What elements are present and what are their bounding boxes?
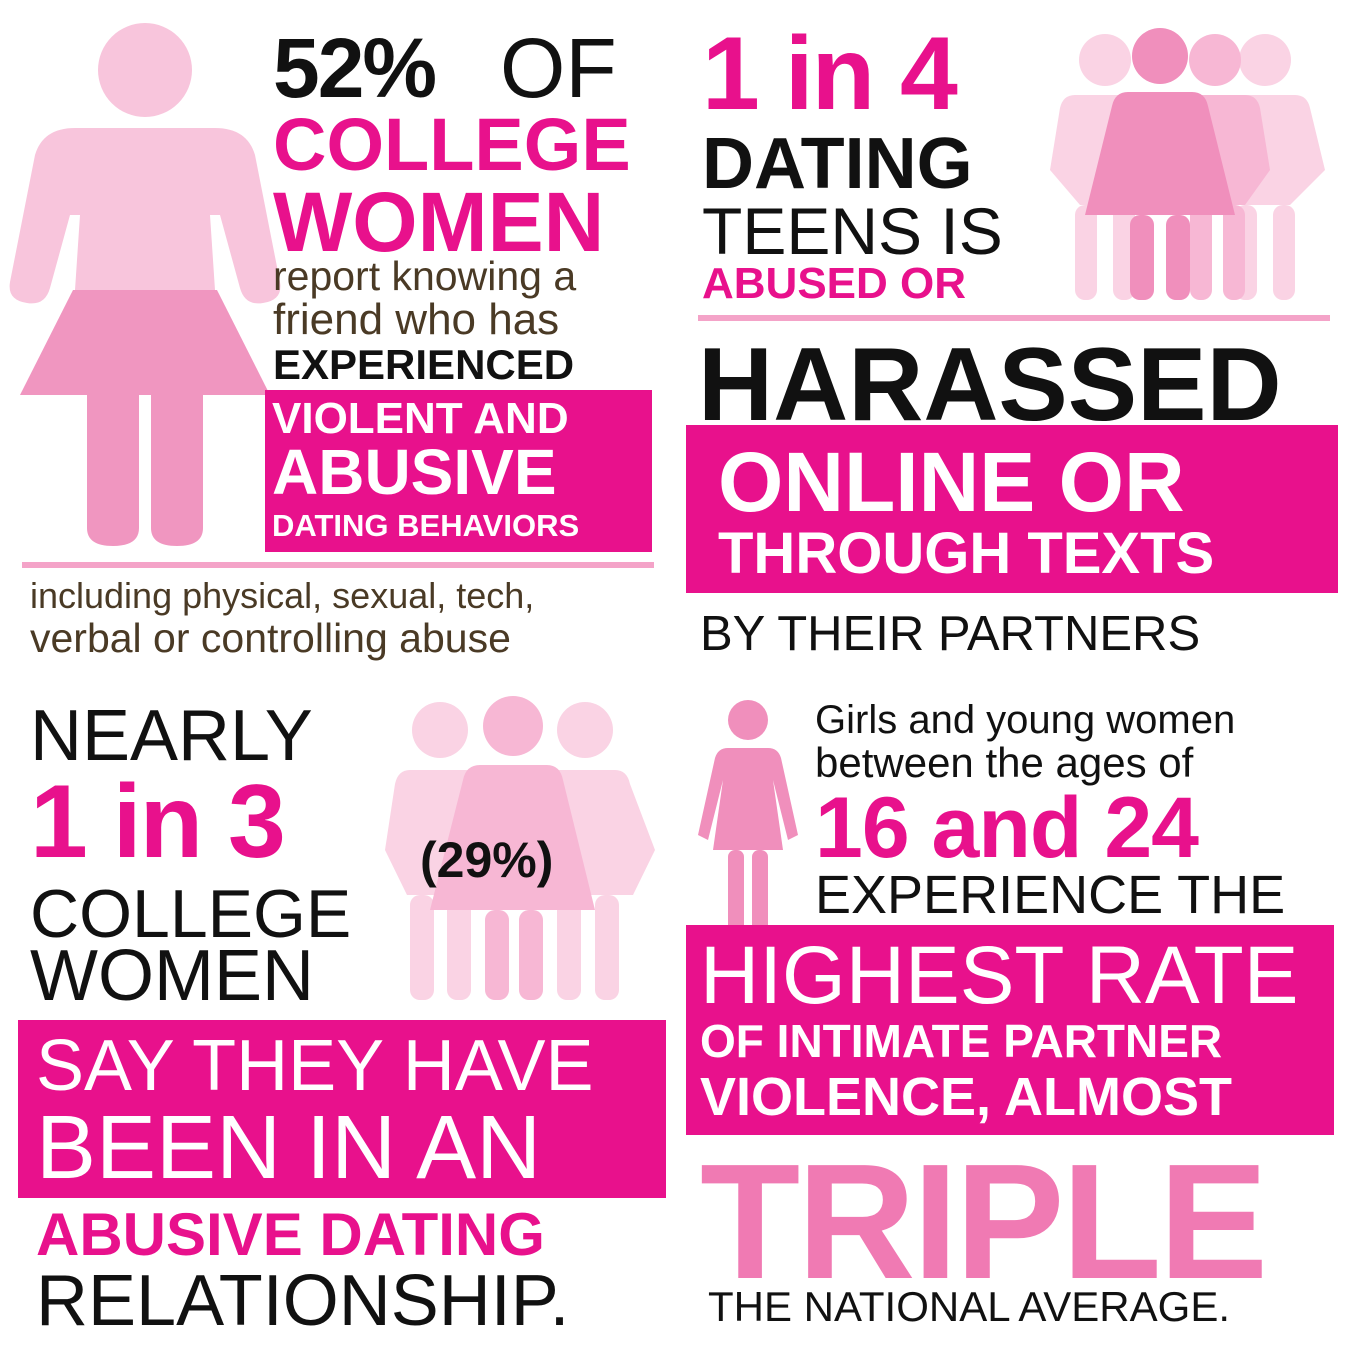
q2-divider [698, 315, 1330, 321]
q1-stat: 52% [273, 21, 437, 115]
q4-girls-line: Girls and young women [815, 698, 1236, 742]
q4-ages: 16 and 24 [815, 780, 1199, 876]
q3-relationship: RELATIONSHIP. [36, 1261, 570, 1341]
q3-say-they-have: SAY THEY HAVE [36, 1026, 594, 1106]
q2-dating: DATING [702, 124, 973, 204]
q4-highlight-box [686, 925, 1334, 1135]
q4-highest-rate: HIGHEST RATE [700, 930, 1299, 1021]
q2-harassed: HARASSED [698, 327, 1282, 443]
q1-experienced: EXPERIENCED [273, 341, 575, 388]
q4-violence-almost: VIOLENCE, ALMOST [700, 1067, 1233, 1127]
q3-one-in-three: 1 in 3 [30, 764, 286, 880]
q1-dating-behaviors: DATING BEHAVIORS [272, 508, 580, 543]
q3-college: COLLEGE [30, 876, 352, 952]
q2-highlight-box [686, 425, 1338, 593]
q1-women: WOMEN [273, 175, 605, 269]
q1-report-line: report knowing a [273, 253, 577, 299]
q3-highlight-box [18, 1020, 666, 1198]
q2-abused-or: ABUSED OR [702, 259, 967, 308]
woman-figure-icon [9, 23, 281, 546]
q1-highlight-box [265, 390, 652, 552]
q2-one-in-four: 1 in 4 [702, 16, 958, 132]
q1-divider [22, 562, 654, 568]
q1-abusive: ABUSIVE [272, 436, 557, 508]
q4-experience-the: EXPERIENCE THE [815, 865, 1286, 925]
q3-abusive-dating: ABUSIVE DATING [36, 1201, 545, 1268]
four-women-icon [1050, 28, 1325, 300]
q4-intimate-partner: OF INTIMATE PARTNER [700, 1015, 1223, 1067]
q2-through-texts: THROUGH TEXTS [718, 521, 1215, 586]
q3-percent: (29%) [420, 832, 554, 888]
q1-friend-line: friend who has [273, 295, 560, 344]
q1-of: OF [500, 21, 617, 115]
q2-online-or: ONLINE OR [718, 435, 1185, 529]
q4-between-line: between the ages of [815, 739, 1194, 786]
small-woman-icon [698, 700, 798, 940]
q2-teens-is: TEENS IS [702, 194, 1003, 268]
q1-college: COLLEGE [273, 103, 631, 186]
q4-national-average: THE NATIONAL AVERAGE. [708, 1283, 1231, 1330]
q2-by-their-partners: BY THEIR PARTNERS [700, 607, 1201, 661]
q4-triple: TRIPLE [700, 1130, 1268, 1313]
q3-been-in-an: BEEN IN AN [36, 1098, 542, 1198]
q1-footnote-line1: including physical, sexual, tech, [30, 575, 535, 616]
q1-footnote-line2: verbal or controlling abuse [30, 615, 511, 661]
three-women-icon [385, 696, 655, 1000]
q3-women: WOMEN [30, 936, 314, 1016]
q3-nearly: NEARLY [30, 696, 313, 776]
q1-violent-and: VIOLENT AND [272, 394, 569, 443]
